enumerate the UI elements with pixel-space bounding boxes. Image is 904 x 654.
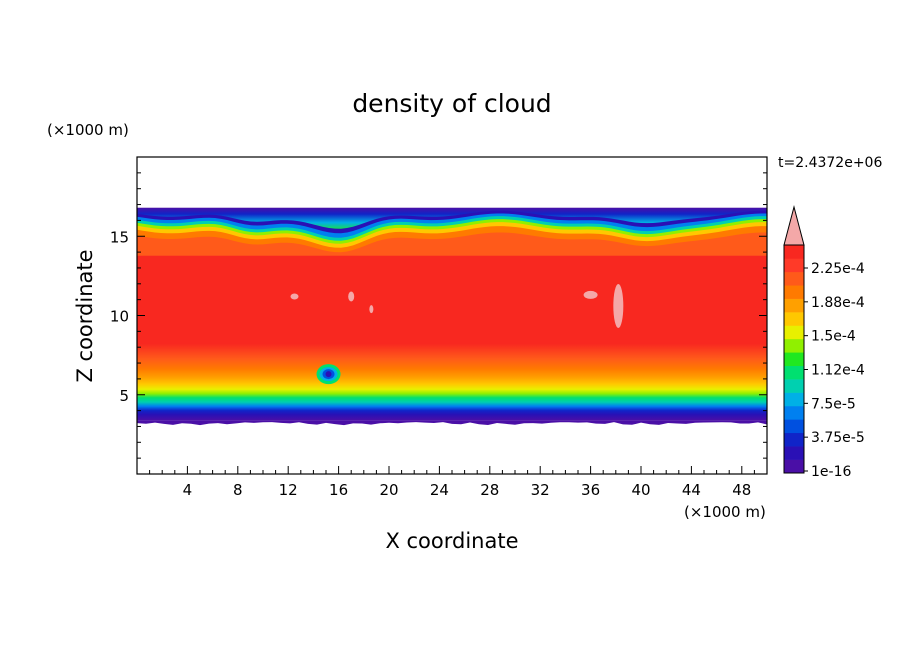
colorbar-level — [784, 432, 804, 447]
colorbar-label: 7.5e-5 — [811, 396, 856, 412]
x-tick-label: 36 — [581, 481, 600, 499]
colorbar-level — [784, 379, 804, 393]
colorbar-label: 3.75e-5 — [811, 430, 865, 446]
colorbar-label: 1.88e-4 — [811, 295, 865, 311]
y-axis-ticks: 5 10 15 — [110, 172, 767, 459]
y-tick-label: 10 — [110, 308, 129, 326]
density-peak-blob — [290, 293, 299, 300]
colorbar-level — [784, 271, 804, 286]
colorbar-level — [784, 338, 804, 353]
colorbar-label: 1e-16 — [811, 464, 851, 480]
density-peak-blob — [369, 305, 374, 314]
low-density-pocket — [325, 371, 332, 378]
x-tick-label: 32 — [531, 481, 550, 499]
x-tick-label: 24 — [430, 481, 449, 499]
y-axis-label: Z coordinate — [73, 249, 97, 382]
x-tick-label: 44 — [682, 481, 701, 499]
colorbar-level — [784, 298, 804, 313]
colorbar-level — [784, 258, 804, 273]
cloud-density-field — [137, 207, 767, 426]
colorbar-level — [784, 405, 804, 420]
colorbar-level — [784, 312, 804, 326]
x-tick-label: 40 — [631, 481, 650, 499]
colorbar-level — [784, 352, 804, 367]
y-tick-label: 5 — [119, 387, 129, 405]
chart-title: density of cloud — [352, 89, 551, 118]
x-axis-label: X coordinate — [385, 529, 518, 553]
colorbar-level — [784, 446, 804, 460]
colorbar-level — [784, 325, 804, 340]
colorbar-level — [784, 245, 804, 259]
time-label: t=2.4372e+06 — [778, 155, 882, 171]
colorbar-level — [784, 285, 804, 299]
colorbar-overflow-arrow — [783, 205, 805, 246]
colorbar-label: 2.25e-4 — [811, 261, 865, 277]
colorbar-level — [784, 365, 804, 380]
x-tick-label: 12 — [279, 481, 298, 499]
x-tick-label: 8 — [233, 481, 243, 499]
cloud-core-band — [137, 255, 767, 286]
density-peak-blob — [348, 291, 355, 302]
colorbar-label: 1.12e-4 — [811, 363, 865, 379]
colorbar: 2.25e-4 1.88e-4 1.5e-4 1.12e-4 7.5e-5 3.75e-5… — [783, 205, 865, 480]
x-axis-ticks: 4 8 12 16 20 24 28 32 36 40 44 48 — [149, 466, 755, 499]
x-tick-label: 16 — [329, 481, 348, 499]
density-peak-blob — [613, 283, 624, 328]
x-unit-label: (×1000 m) — [684, 503, 766, 521]
x-tick-label: 48 — [732, 481, 751, 499]
density-peak-blob — [583, 290, 598, 299]
y-tick-label: 15 — [110, 228, 129, 246]
x-tick-label: 28 — [480, 481, 499, 499]
colorbar-level — [784, 392, 804, 407]
colorbar-level — [784, 419, 804, 434]
x-tick-label: 4 — [183, 481, 193, 499]
x-tick-label: 20 — [379, 481, 398, 499]
colorbar-level — [784, 459, 804, 474]
cloud-base-edge — [137, 420, 767, 426]
y-unit-label: (×1000 m) — [47, 121, 129, 139]
colorbar-label: 1.5e-4 — [811, 329, 856, 345]
